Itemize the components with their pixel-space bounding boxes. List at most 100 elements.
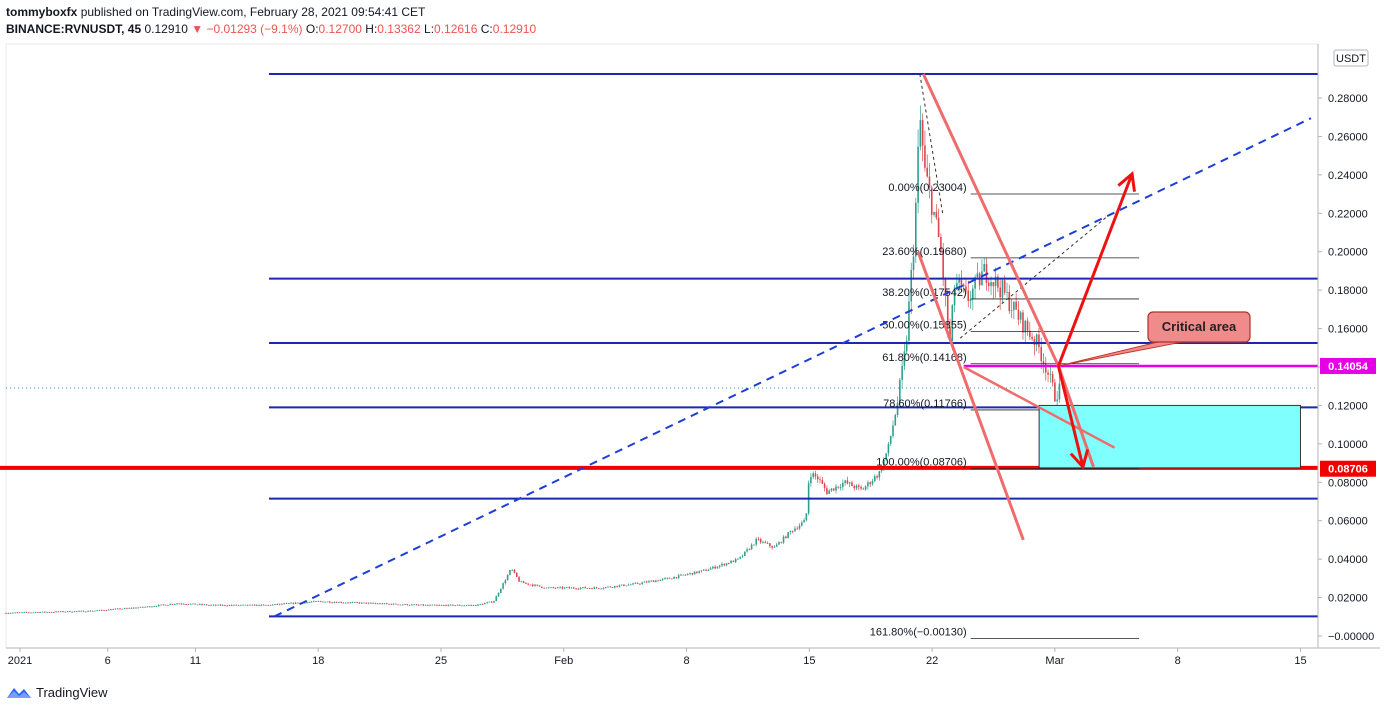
candle-body: [379, 603, 381, 605]
candle-body: [315, 601, 317, 602]
candle-body: [1047, 372, 1049, 375]
candle-body: [374, 603, 377, 605]
candle-body: [385, 603, 388, 605]
candle-body: [541, 586, 543, 588]
candle-body: [151, 606, 153, 608]
candle-body: [458, 604, 461, 606]
candle-body: [666, 577, 669, 579]
price-chart[interactable]: 0.00%(0.23004) 23.60%(0.19680) 38.20%(0.17…: [0, 0, 1390, 680]
candle-body: [789, 531, 792, 533]
author-name[interactable]: tommyboxfx: [6, 5, 78, 19]
publish-info: tommyboxfx published on TradingView.com,…: [6, 4, 1306, 21]
candle-body: [365, 602, 368, 604]
candle-body: [208, 605, 210, 606]
candle-body: [511, 569, 514, 571]
candle-body: [1054, 382, 1056, 402]
candle-body: [823, 483, 826, 489]
candle-body: [230, 605, 233, 606]
candle-body: [449, 604, 452, 606]
candle-body: [1035, 334, 1038, 346]
candle-body: [832, 488, 835, 491]
candle-body: [495, 596, 498, 602]
candle-body: [677, 575, 680, 578]
candle-body: [994, 276, 997, 287]
candle-body: [1058, 383, 1061, 400]
candle-body: [737, 558, 739, 560]
candle-body: [30, 612, 32, 614]
candle-body: [522, 581, 525, 584]
candle-body: [513, 569, 516, 573]
candle-body: [420, 604, 422, 606]
candle-body: [782, 536, 785, 543]
candle-body: [201, 604, 203, 605]
candle-body: [689, 573, 691, 575]
candle-body: [561, 587, 564, 589]
candle-body: [114, 608, 117, 610]
candle-body: [869, 482, 872, 485]
candle-body: [422, 604, 425, 606]
candle-body: [623, 584, 625, 586]
candle-body: [803, 520, 805, 523]
candle-body: [360, 602, 363, 604]
candle-body: [399, 604, 402, 606]
y-tick-label: 0.06000: [1328, 516, 1368, 528]
candle-body: [335, 602, 338, 603]
candle-body: [839, 487, 842, 488]
last-price: 0.12910: [144, 22, 188, 36]
tradingview-logo[interactable]: TradingView: [6, 682, 108, 702]
candle-body: [171, 604, 174, 605]
x-tick-label: Feb: [554, 655, 573, 667]
candle-body: [645, 581, 648, 583]
candle-body: [176, 603, 178, 605]
candle-body: [256, 604, 258, 606]
candle-body: [468, 605, 470, 606]
symbol-name[interactable]: BINANCE:RVNUSDT, 45: [6, 22, 142, 36]
candle-body: [835, 486, 837, 491]
candle-body: [317, 601, 320, 602]
candle-body: [189, 603, 192, 605]
candle-body: [413, 604, 415, 606]
candle-body: [661, 578, 664, 580]
candle-body: [773, 546, 776, 548]
candle-body: [269, 604, 272, 606]
candle-body: [940, 236, 942, 251]
candle-body: [456, 604, 459, 606]
candle-body: [376, 603, 379, 605]
candle-body: [260, 604, 263, 606]
candle-body: [94, 610, 96, 612]
candle-body: [864, 486, 867, 490]
candle-body: [328, 601, 331, 603]
candle-body: [935, 211, 938, 218]
candle-body: [515, 572, 518, 577]
candle-body: [956, 282, 958, 288]
candle-body: [525, 583, 527, 584]
candle-body: [1038, 334, 1040, 348]
candle-body: [306, 602, 308, 604]
candle-body: [657, 580, 659, 582]
candle-body: [187, 604, 190, 606]
candle-body: [821, 480, 824, 484]
candle-body: [509, 570, 511, 575]
candle-body: [967, 290, 970, 301]
candle-body: [682, 574, 685, 576]
candle-body: [262, 604, 265, 606]
candle-body: [652, 580, 655, 582]
candle-body: [625, 585, 628, 587]
candle-body: [1029, 330, 1031, 337]
candle-body: [650, 580, 653, 582]
candle-body: [370, 602, 372, 604]
candle-body: [880, 469, 883, 472]
y-tick-label: 0.18000: [1328, 285, 1368, 297]
candle-body: [212, 604, 215, 606]
candle-body: [274, 604, 276, 605]
target-box: [1038, 404, 1301, 469]
candle-body: [591, 588, 593, 590]
candle-body: [577, 588, 580, 590]
candle-body: [962, 284, 965, 287]
candle-body: [545, 587, 548, 589]
candle-body: [388, 603, 390, 605]
candle-body: [518, 576, 520, 582]
candle-body: [429, 604, 431, 606]
y-tick-label: 0.16000: [1328, 324, 1368, 336]
candle-body: [723, 563, 726, 566]
